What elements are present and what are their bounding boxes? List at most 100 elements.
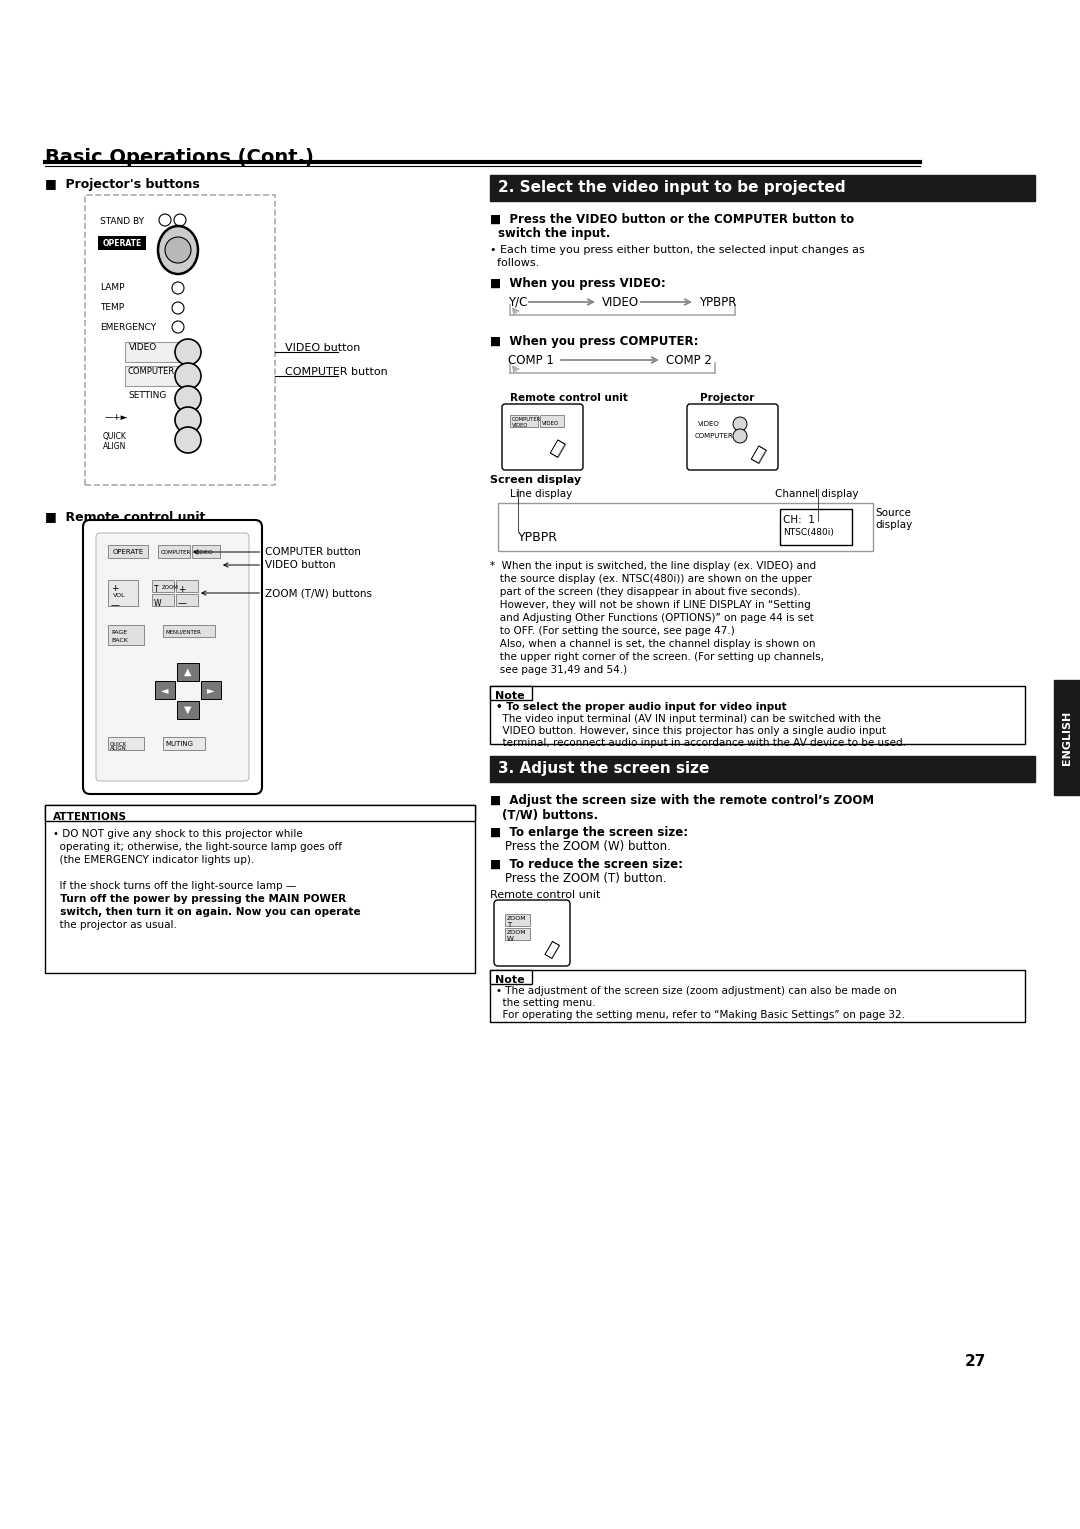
Text: • Each time you press either button, the selected input changes as: • Each time you press either button, the… [490, 245, 865, 255]
Text: to OFF. (For setting the source, see page 47.): to OFF. (For setting the source, see pag… [490, 625, 734, 636]
FancyBboxPatch shape [96, 534, 249, 781]
Bar [85, 196, 275, 485]
Bar [490, 755, 1035, 781]
Bar [505, 914, 530, 927]
Text: Remote control unit: Remote control unit [510, 393, 627, 404]
Text: ALIGN: ALIGN [103, 442, 126, 451]
Text: W: W [507, 936, 514, 942]
Text: However, they will not be shown if LINE DISPLAY in “Setting: However, they will not be shown if LINE … [490, 599, 811, 610]
Text: switch, then turn it on again. Now you can operate: switch, then turn it on again. Now you c… [53, 907, 361, 917]
Text: YPBPR: YPBPR [699, 295, 737, 309]
Ellipse shape [175, 362, 201, 388]
Bar [108, 737, 144, 751]
Text: ■  To reduce the screen size:: ■ To reduce the screen size: [490, 858, 683, 872]
Text: +: + [178, 586, 186, 593]
Text: CH:  1: CH: 1 [783, 515, 815, 524]
Text: LAMP: LAMP [100, 283, 124, 292]
Bar [505, 928, 530, 940]
Text: BACK: BACK [111, 638, 127, 644]
Bar [45, 804, 475, 821]
Text: the setting menu.: the setting menu. [496, 998, 596, 1008]
FancyBboxPatch shape [687, 404, 778, 469]
Bar [498, 503, 873, 550]
Text: Press the ZOOM (T) button.: Press the ZOOM (T) button. [505, 872, 666, 885]
Text: —+►: —+► [105, 413, 129, 422]
Text: ▼: ▼ [185, 705, 192, 716]
Text: see page 31,49 and 54.): see page 31,49 and 54.) [490, 665, 627, 674]
Text: Turn off the power by pressing the MAIN POWER: Turn off the power by pressing the MAIN … [53, 894, 346, 904]
Ellipse shape [158, 226, 198, 274]
Text: OPERATE: OPERATE [112, 549, 144, 555]
Bar [192, 544, 220, 558]
Ellipse shape [175, 385, 201, 411]
Text: COMPUTER: COMPUTER [129, 367, 175, 376]
Text: MUTING: MUTING [165, 742, 193, 748]
Text: *  When the input is switched, the line display (ex. VIDEO) and: * When the input is switched, the line d… [490, 561, 816, 570]
Text: Channel display: Channel display [775, 489, 859, 498]
Text: switch the input.: switch the input. [498, 226, 610, 240]
Circle shape [172, 303, 184, 313]
Circle shape [733, 430, 747, 443]
Text: COMPUTER button: COMPUTER button [194, 547, 361, 557]
Text: • DO NOT give any shock to this projector while: • DO NOT give any shock to this projecto… [53, 829, 302, 839]
Text: T: T [507, 922, 511, 928]
Bar [177, 700, 199, 719]
Circle shape [733, 417, 747, 431]
Bar [780, 509, 852, 544]
Text: VIDEO: VIDEO [602, 295, 639, 309]
Text: ■  To enlarge the screen size:: ■ To enlarge the screen size: [490, 826, 688, 839]
Bar [490, 969, 1025, 1021]
Text: Note: Note [495, 691, 525, 700]
Text: T: T [154, 586, 159, 593]
Text: operating it; otherwise, the light-source lamp goes off: operating it; otherwise, the light-sourc… [53, 842, 342, 852]
Bar [510, 414, 538, 427]
Text: Note: Note [495, 976, 525, 985]
Text: ATTENTIONS: ATTENTIONS [53, 812, 127, 823]
Text: ENGLISH: ENGLISH [1062, 711, 1072, 764]
Bar [490, 687, 532, 700]
Text: COMP 1: COMP 1 [508, 353, 554, 367]
Text: EMERGENCY: EMERGENCY [100, 323, 157, 332]
Bar [158, 544, 190, 558]
Text: TEMP: TEMP [100, 303, 124, 312]
Bar [152, 579, 174, 592]
Text: ■  Adjust the screen size with the remote control’s ZOOM: ■ Adjust the screen size with the remote… [490, 794, 874, 807]
Text: —: — [178, 599, 187, 609]
Bar [176, 593, 198, 605]
Text: QUICK: QUICK [103, 433, 126, 440]
Text: VIDEO button. However, since this projector has only a single audio input: VIDEO button. However, since this projec… [496, 726, 886, 735]
Bar [176, 579, 198, 592]
Bar [177, 664, 199, 680]
Text: COMPUTER: COMPUTER [696, 433, 733, 439]
Text: If the shock turns off the light-source lamp —: If the shock turns off the light-source … [53, 881, 296, 891]
Text: ALIGN: ALIGN [110, 746, 126, 751]
Text: (T/W) buttons.: (T/W) buttons. [502, 807, 598, 821]
Bar [108, 625, 144, 645]
Text: —: — [111, 601, 120, 610]
Bar [108, 579, 138, 605]
Text: Source: Source [875, 508, 910, 518]
Bar [490, 969, 532, 985]
Text: COMP 2: COMP 2 [666, 353, 712, 367]
Bar [201, 680, 221, 699]
Bar [1054, 680, 1080, 795]
Text: follows.: follows. [490, 258, 539, 268]
Text: ▲: ▲ [185, 667, 192, 677]
Text: ■  Projector's buttons: ■ Projector's buttons [45, 177, 200, 191]
Text: Also, when a channel is set, the channel display is shown on: Also, when a channel is set, the channel… [490, 639, 815, 648]
Text: For operating the setting menu, refer to “Making Basic Settings” on page 32.: For operating the setting menu, refer to… [496, 1011, 905, 1020]
Text: the source display (ex. NTSC(480i)) are shown on the upper: the source display (ex. NTSC(480i)) are … [490, 573, 812, 584]
Text: 2. Select the video input to be projected: 2. Select the video input to be projecte… [498, 180, 846, 196]
Text: Y/C: Y/C [508, 295, 527, 309]
Text: YPBPR: YPBPR [518, 531, 558, 544]
Text: ■  When you press VIDEO:: ■ When you press VIDEO: [490, 277, 665, 291]
Text: ZOOM (T/W) buttons: ZOOM (T/W) buttons [202, 589, 372, 598]
Ellipse shape [175, 427, 201, 453]
Text: Projector: Projector [700, 393, 754, 404]
Text: ■  Press the VIDEO button or the COMPUTER button to: ■ Press the VIDEO button or the COMPUTER… [490, 213, 854, 226]
Text: W: W [154, 599, 162, 609]
Circle shape [159, 214, 171, 226]
FancyBboxPatch shape [83, 520, 262, 794]
Text: ✋: ✋ [748, 443, 768, 466]
Text: ◄: ◄ [161, 685, 168, 696]
